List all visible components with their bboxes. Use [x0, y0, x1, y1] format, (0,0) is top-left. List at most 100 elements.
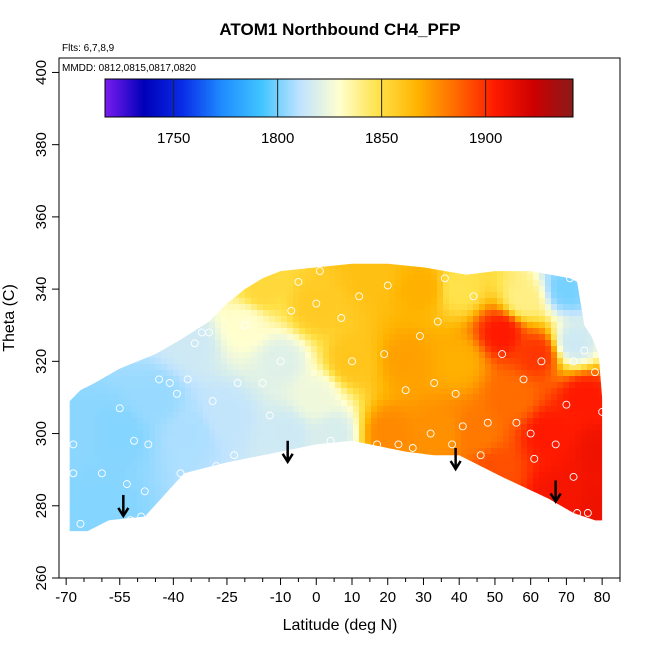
- heatmap-cell: [185, 292, 192, 299]
- heatmap-cell: [431, 310, 438, 317]
- heatmap-cell: [69, 352, 72, 359]
- heatmap-cell: [479, 460, 486, 467]
- heatmap-cell: [155, 340, 162, 347]
- heatmap-cell: [221, 292, 228, 299]
- heatmap-cell: [167, 274, 174, 281]
- heatmap-cell: [485, 358, 492, 365]
- heatmap-cell: [281, 340, 288, 347]
- heatmap-cell: [95, 526, 102, 532]
- heatmap-cell: [311, 508, 318, 515]
- heatmap-cell: [287, 490, 294, 497]
- heatmap-cell: [575, 526, 582, 532]
- heatmap-cell: [299, 448, 306, 455]
- heatmap-cell: [275, 520, 282, 527]
- heatmap-cell: [449, 400, 456, 407]
- heatmap-cell: [479, 334, 486, 341]
- heatmap-cell: [419, 394, 426, 401]
- heatmap-cell: [167, 382, 174, 389]
- heatmap-cell: [287, 286, 294, 293]
- heatmap-cell: [611, 526, 618, 533]
- heatmap-cell: [449, 382, 456, 389]
- heatmap-cell: [335, 298, 342, 305]
- heatmap-cell: [305, 454, 312, 461]
- heatmap-cell: [449, 490, 456, 497]
- heatmap-cell: [497, 406, 504, 413]
- heatmap-cell: [533, 292, 540, 299]
- heatmap-cell: [257, 292, 264, 299]
- heatmap-cell: [245, 310, 252, 317]
- heatmap-cell: [569, 424, 576, 431]
- heatmap-cell: [377, 322, 384, 329]
- heatmap-cell: [593, 424, 600, 431]
- heatmap-cell: [209, 340, 216, 347]
- heatmap-cell: [497, 298, 504, 305]
- heatmap-cell: [371, 352, 378, 359]
- heatmap-cell: [233, 274, 240, 281]
- heatmap-cell: [263, 310, 270, 317]
- heatmap-cell: [365, 263, 372, 269]
- heatmap-cell: [161, 454, 168, 461]
- heatmap-cell: [419, 478, 426, 485]
- heatmap-cell: [563, 286, 570, 293]
- heatmap-cell: [365, 250, 372, 257]
- heatmap-cell: [587, 358, 594, 365]
- heatmap-cell: [599, 268, 603, 275]
- heatmap-cell: [125, 304, 132, 311]
- heatmap-cell: [347, 268, 354, 275]
- heatmap-cell: [545, 448, 552, 455]
- heatmap-cell: [437, 328, 444, 335]
- heatmap-cell: [467, 520, 474, 527]
- heatmap-cell: [293, 280, 300, 287]
- heatmap-cell: [503, 466, 510, 473]
- heatmap-cell: [257, 298, 264, 305]
- heatmap-cell: [395, 364, 402, 371]
- heatmap-cell: [113, 436, 120, 443]
- heatmap-cell: [89, 436, 96, 443]
- heatmap-cell: [251, 286, 258, 293]
- heatmap-cell: [341, 520, 348, 527]
- heatmap-cell: [71, 268, 78, 275]
- y-tick-label: 260: [33, 565, 50, 590]
- heatmap-cell: [419, 376, 426, 383]
- heatmap-cell: [299, 424, 306, 431]
- heatmap-cell: [605, 250, 612, 257]
- heatmap-cell: [185, 304, 192, 311]
- heatmap-cell: [605, 382, 612, 389]
- heatmap-cell: [101, 292, 108, 299]
- heatmap-cell: [419, 460, 426, 467]
- heatmap-cell: [479, 268, 486, 275]
- sample-point: [551, 440, 560, 449]
- heatmap-cell: [611, 370, 618, 377]
- heatmap-cell: [311, 250, 318, 257]
- heatmap-cell: [599, 520, 603, 527]
- heatmap-cell: [497, 532, 504, 539]
- heatmap-cell: [419, 484, 426, 491]
- heatmap-cell: [167, 394, 174, 401]
- heatmap-cell: [137, 472, 144, 479]
- heatmap-cell: [269, 526, 276, 532]
- heatmap-cell: [443, 388, 450, 395]
- heatmap-cell: [359, 376, 366, 383]
- heatmap-cell: [527, 448, 534, 455]
- heatmap-cell: [527, 328, 534, 335]
- heatmap-cell: [143, 472, 150, 479]
- heatmap-cell: [125, 328, 132, 335]
- heatmap-cell: [581, 304, 588, 311]
- heatmap-cell: [581, 490, 588, 497]
- sample-point: [183, 375, 192, 384]
- heatmap-cell: [251, 328, 258, 335]
- heatmap-cell: [503, 316, 510, 323]
- heatmap-cell: [179, 448, 186, 455]
- heatmap-cell: [257, 514, 264, 521]
- heatmap-cell: [311, 382, 318, 389]
- heatmap-cell: [335, 526, 342, 532]
- heatmap-cell: [233, 508, 240, 515]
- heatmap-cell: [377, 298, 384, 305]
- heatmap-cell: [335, 268, 342, 275]
- heatmap-cell: [287, 328, 294, 335]
- heatmap-cell: [233, 484, 240, 491]
- heatmap-cell: [521, 460, 528, 467]
- heatmap-cell: [365, 484, 372, 491]
- heatmap-cell: [557, 388, 564, 395]
- heatmap-cell: [443, 430, 450, 437]
